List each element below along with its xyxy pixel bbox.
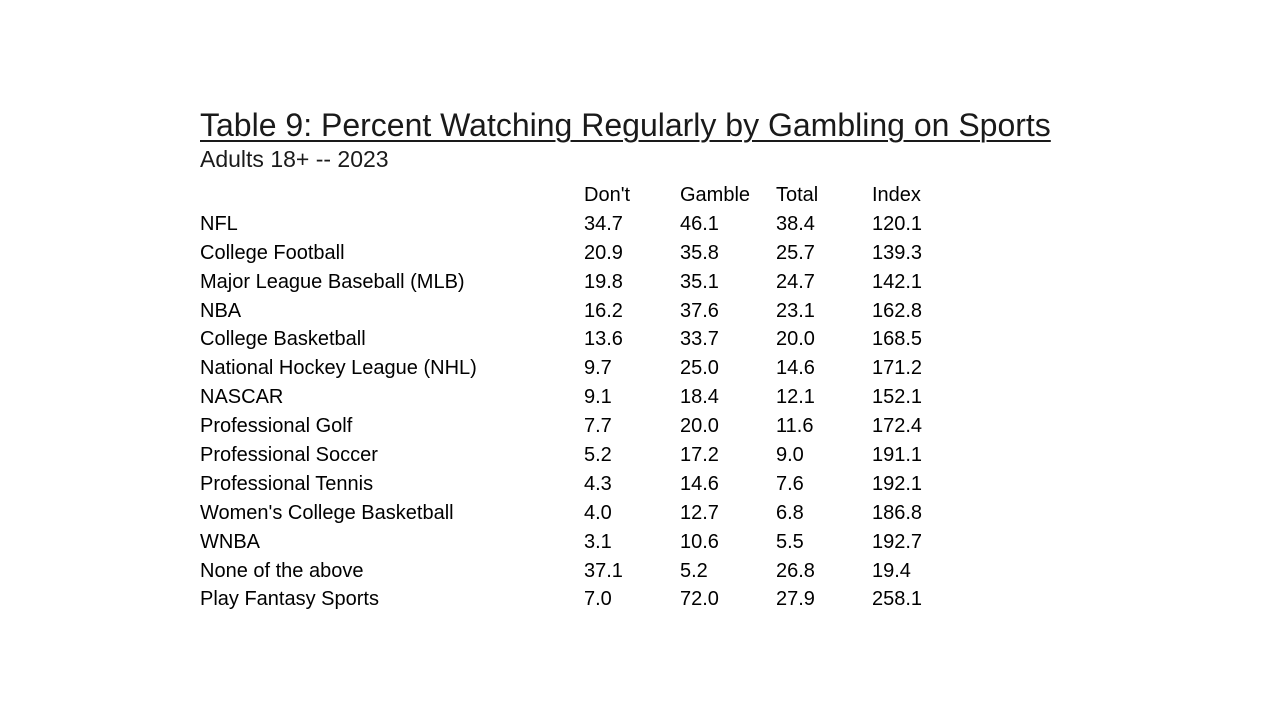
cell-total: 11.6 (776, 415, 814, 438)
cell-dont: 3.1 (584, 530, 612, 553)
cell-total: 38.4 (776, 212, 815, 235)
cell-total: 24.7 (776, 270, 815, 293)
table-row: Women's College Basketball 4.0 12.7 6.8 … (200, 499, 960, 528)
cell-total: 14.6 (776, 357, 815, 380)
row-label: NASCAR (200, 386, 284, 409)
cell-total: 20.0 (776, 328, 815, 351)
row-label: College Basketball (200, 328, 366, 351)
cell-gamble: 37.6 (680, 299, 719, 322)
cell-index: 139.3 (872, 241, 923, 264)
cell-gamble: 33.7 (680, 328, 719, 351)
cell-index: 186.8 (872, 501, 923, 524)
cell-gamble: 12.7 (680, 501, 719, 524)
table-subtitle: Adults 18+ -- 2023 (200, 146, 389, 172)
cell-dont: 9.7 (584, 357, 612, 380)
cell-gamble: 25.0 (680, 357, 719, 380)
cell-gamble: 17.2 (680, 444, 719, 467)
row-label: WNBA (200, 530, 260, 553)
cell-total: 5.5 (776, 530, 804, 553)
cell-gamble: 20.0 (680, 415, 719, 438)
cell-dont: 5.2 (584, 444, 612, 467)
cell-index: 192.1 (872, 472, 923, 495)
cell-gamble: 14.6 (680, 472, 719, 495)
row-label: College Football (200, 241, 345, 264)
cell-gamble: 18.4 (680, 386, 719, 409)
cell-total: 9.0 (776, 444, 804, 467)
row-label: Professional Golf (200, 415, 353, 438)
header-gamble: Gamble (680, 184, 751, 206)
cell-index: 171.2 (872, 357, 923, 380)
cell-dont: 7.7 (584, 415, 612, 438)
cell-dont: 20.9 (584, 241, 623, 264)
cell-index: 152.1 (872, 386, 923, 409)
table-row: NBA 16.2 37.6 23.1 162.8 (200, 297, 960, 326)
table-row: Professional Soccer 5.2 17.2 9.0 191.1 (200, 441, 960, 470)
cell-dont: 9.1 (584, 386, 612, 409)
header-row: Don't Gamble Total Index (200, 181, 960, 210)
row-label: NFL (200, 212, 238, 235)
header-index: Index (872, 184, 921, 206)
table-row: Professional Tennis 4.3 14.6 7.6 192.1 (200, 470, 960, 499)
cell-index: 168.5 (872, 328, 923, 351)
cell-total: 25.7 (776, 241, 815, 264)
cell-index: 191.1 (872, 444, 923, 467)
cell-total: 12.1 (776, 386, 815, 409)
table-row: WNBA 3.1 10.6 5.5 192.7 (200, 528, 960, 557)
cell-total: 26.8 (776, 559, 815, 582)
cell-total: 23.1 (776, 299, 815, 322)
cell-gamble: 72.0 (680, 588, 719, 611)
cell-dont: 4.3 (584, 472, 612, 495)
cell-dont: 7.0 (584, 588, 612, 611)
cell-dont: 37.1 (584, 559, 623, 582)
table-row: NFL 34.7 46.1 38.4 120.1 (200, 210, 960, 239)
cell-dont: 4.0 (584, 501, 612, 524)
cell-gamble: 46.1 (680, 212, 719, 235)
row-label: Women's College Basketball (200, 501, 454, 524)
table-row: Play Fantasy Sports 7.0 72.0 27.9 258.1 (200, 585, 960, 614)
cell-index: 258.1 (872, 588, 923, 611)
table-row: College Football 20.9 35.8 25.7 139.3 (200, 239, 960, 268)
cell-dont: 16.2 (584, 299, 623, 322)
table-title: Table 9: Percent Watching Regularly by G… (200, 107, 1051, 143)
table-row: Major League Baseball (MLB) 19.8 35.1 24… (200, 268, 960, 297)
row-label: NBA (200, 299, 242, 322)
cell-total: 7.6 (776, 472, 804, 495)
cell-total: 6.8 (776, 501, 804, 524)
cell-index: 172.4 (872, 415, 923, 438)
cell-index: 162.8 (872, 299, 923, 322)
header-total: Total (776, 184, 819, 206)
cell-index: 192.7 (872, 530, 923, 553)
cell-gamble: 35.8 (680, 241, 719, 264)
row-label: Major League Baseball (MLB) (200, 270, 465, 293)
cell-total: 27.9 (776, 588, 815, 611)
cell-index: 19.4 (872, 559, 911, 582)
table-row: Professional Golf 7.7 20.0 11.6 172.4 (200, 412, 960, 441)
cell-dont: 13.6 (584, 328, 623, 351)
cell-gamble: 35.1 (680, 270, 719, 293)
table-row: None of the above 37.1 5.2 26.8 19.4 (200, 557, 960, 586)
cell-index: 120.1 (872, 212, 923, 235)
data-table: Don't Gamble Total Index NFL 34.7 46.1 3… (200, 181, 960, 614)
header-dont: Don't (584, 184, 631, 206)
row-label: Professional Soccer (200, 444, 378, 467)
row-label: Professional Tennis (200, 472, 374, 495)
table-row: National Hockey League (NHL) 9.7 25.0 14… (200, 354, 960, 383)
cell-gamble: 5.2 (680, 559, 708, 582)
table-row: NASCAR 9.1 18.4 12.1 152.1 (200, 383, 960, 412)
cell-dont: 34.7 (584, 212, 623, 235)
row-label: National Hockey League (NHL) (200, 357, 477, 380)
row-label: None of the above (200, 559, 364, 582)
cell-gamble: 10.6 (680, 530, 719, 553)
cell-index: 142.1 (872, 270, 923, 293)
row-label: Play Fantasy Sports (200, 588, 379, 611)
cell-dont: 19.8 (584, 270, 623, 293)
table-row: College Basketball 13.6 33.7 20.0 168.5 (200, 325, 960, 354)
